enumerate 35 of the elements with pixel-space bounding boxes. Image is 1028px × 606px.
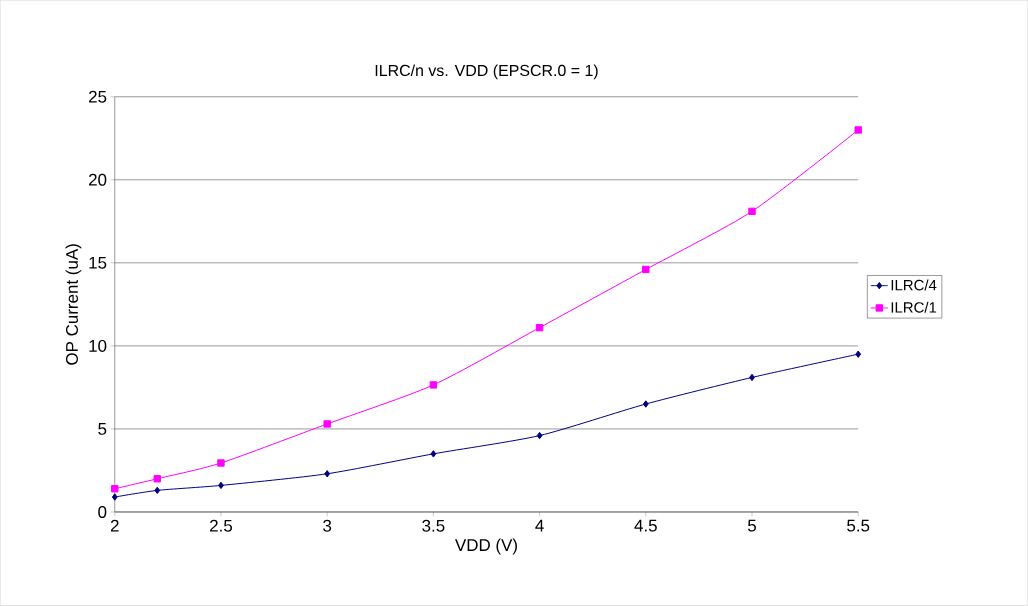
x-axis-title: VDD (V) [455, 538, 517, 555]
y-tick-label: 20 [89, 173, 107, 186]
point [748, 207, 756, 216]
legend-label: ILRC/1 [891, 301, 937, 313]
x-tick-label: 2.5 [210, 519, 233, 532]
point [153, 475, 161, 483]
point [854, 126, 862, 134]
y-tick-label: 15 [89, 257, 107, 269]
point [536, 432, 543, 440]
legend-label: ILRC/4 [891, 279, 937, 291]
point [642, 400, 649, 408]
point [535, 324, 544, 332]
point [111, 493, 118, 501]
chart-title: ILRC/n vs. VDD (EPSCR.0 = 1) [375, 64, 598, 80]
point [429, 381, 438, 389]
x-tick-label: 5.5 [847, 519, 870, 532]
y-tick-label: 25 [89, 90, 107, 103]
x-tick-label: 4 [535, 519, 544, 532]
point [323, 420, 331, 428]
y-tick-label: 5 [98, 423, 107, 435]
point [111, 485, 119, 493]
point [855, 350, 862, 358]
point [642, 265, 650, 274]
point [154, 486, 161, 495]
x-tick-label: 5 [747, 519, 756, 532]
point [430, 450, 437, 458]
y-axis-title: OP Current (uA) [65, 244, 82, 365]
point [324, 470, 331, 478]
y-tick-label: 10 [89, 340, 107, 353]
x-tick-label: 3 [323, 519, 332, 532]
x-tick-label: 3.5 [422, 519, 445, 532]
x-tick-label: 4.5 [634, 519, 657, 532]
y-tick-label: 0 [98, 506, 107, 519]
x-tick-label: 2 [110, 519, 119, 532]
point [217, 459, 225, 467]
